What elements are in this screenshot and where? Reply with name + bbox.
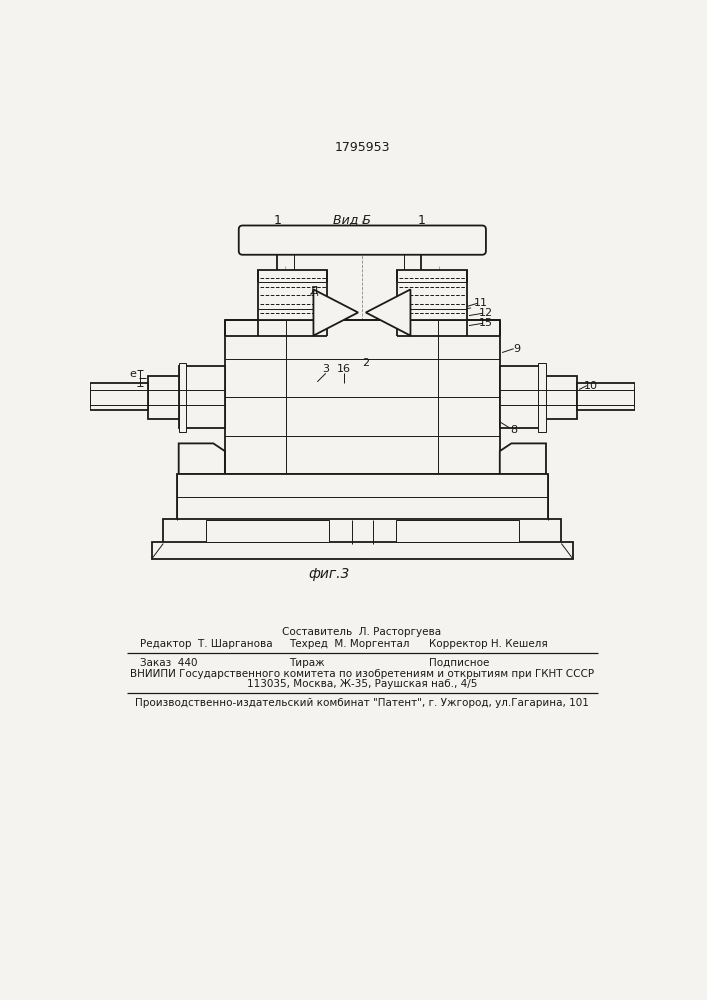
Bar [163,519,561,544]
Text: Вид Б: Вид Б [333,214,371,227]
Bar [538,363,546,432]
Bar [258,270,327,320]
Bar [396,520,519,542]
Bar [179,366,225,428]
Text: 12: 12 [479,308,493,318]
Text: фиг.3: фиг.3 [308,567,349,581]
Text: 10: 10 [584,381,597,391]
Bar [635,388,654,406]
Text: Редактор  Т. Шарганова: Редактор Т. Шарганова [140,639,273,649]
Text: ВНИИПИ Государственного комитета по изобретениям и открытиям при ГКНТ СССР: ВНИИПИ Государственного комитета по изоб… [130,669,594,679]
Text: 1: 1 [417,214,425,227]
Bar [577,383,635,410]
Bar [71,388,90,406]
Text: 15: 15 [479,318,493,328]
Text: Подписное: Подписное [429,658,489,668]
Text: Составитель  Л. Расторгуева: Составитель Л. Расторгуева [282,627,441,637]
Text: 9: 9 [513,344,520,354]
Bar [500,366,546,428]
Text: Д: Д [309,286,317,296]
Text: 11: 11 [474,298,488,308]
Bar [225,320,500,474]
Polygon shape [366,289,411,336]
Text: Техред  М. Моргентал: Техред М. Моргентал [288,639,409,649]
Text: 16: 16 [337,364,351,374]
Bar [152,542,573,559]
Bar [177,474,547,520]
Bar [148,376,179,419]
Text: Тираж: Тираж [288,658,325,668]
Bar [90,383,148,410]
Polygon shape [500,443,546,474]
Text: Производственно-издательский комбинат "Патент", г. Ужгород, ул.Гагарина, 101: Производственно-издательский комбинат "П… [135,698,589,708]
Polygon shape [179,443,225,474]
Text: 1: 1 [274,214,281,227]
Text: Заказ  440: Заказ 440 [140,658,198,668]
Text: 1795953: 1795953 [334,141,390,154]
Bar [546,376,577,419]
Text: 3: 3 [322,364,329,374]
Text: e: e [130,369,136,379]
Bar [206,520,329,542]
Bar [397,270,467,320]
Text: 113035, Москва, Ж-35, Раушская наб., 4/5: 113035, Москва, Ж-35, Раушская наб., 4/5 [247,679,477,689]
Text: 2: 2 [362,358,369,368]
Polygon shape [313,289,358,336]
Text: Корректор Н. Кешеля: Корректор Н. Кешеля [429,639,548,649]
Bar [179,363,187,432]
FancyBboxPatch shape [239,225,486,255]
Text: 8: 8 [510,425,518,435]
